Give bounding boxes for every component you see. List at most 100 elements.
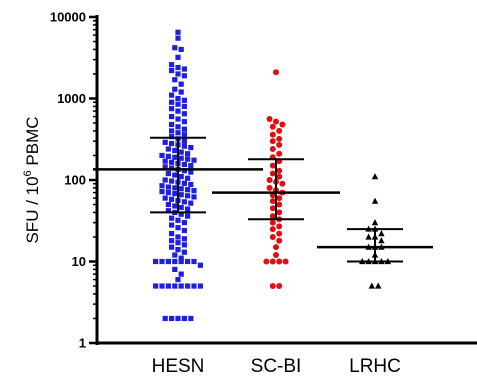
x-category-label: SC-BI (251, 356, 302, 377)
data-point (188, 169, 194, 175)
data-point (169, 315, 175, 322)
data-point (269, 283, 276, 290)
data-point (269, 131, 276, 138)
data-point (169, 67, 175, 74)
data-point (165, 208, 171, 214)
data-point (269, 146, 276, 153)
data-point (172, 283, 178, 289)
data-point (276, 173, 283, 180)
data-point (172, 258, 178, 265)
data-point (175, 276, 181, 283)
data-point (269, 219, 276, 226)
data-point (175, 101, 181, 107)
data-point (371, 219, 379, 226)
data-point (276, 141, 283, 148)
data-point (191, 258, 197, 265)
data-point (282, 258, 289, 265)
data-point (172, 191, 178, 197)
data-point (169, 106, 175, 112)
data-point (269, 138, 276, 145)
data-point (162, 195, 168, 201)
data-point (175, 234, 181, 240)
data-point (165, 258, 171, 265)
data-point (175, 225, 181, 231)
data-point (159, 283, 165, 289)
data-point (175, 64, 181, 71)
data-point (185, 283, 191, 289)
data-point (178, 271, 184, 277)
data-point (175, 246, 181, 253)
data-point (169, 230, 175, 237)
data-point (172, 172, 178, 178)
data-point (162, 139, 168, 145)
data-point (368, 282, 375, 289)
y-tick-label: 1 (79, 336, 86, 351)
data-point (172, 77, 178, 83)
y-axis-label: SFU / 106 PBMC (22, 116, 42, 243)
data-point (371, 173, 379, 180)
data-point (185, 151, 191, 157)
data-point (178, 192, 184, 198)
data-point (276, 283, 283, 290)
data-point (273, 252, 279, 259)
data-point (185, 206, 191, 212)
data-point (365, 233, 372, 240)
data-point (178, 283, 184, 289)
data-point (263, 258, 270, 265)
data-point (178, 81, 184, 87)
data-point (181, 138, 187, 144)
data-point (178, 149, 184, 155)
data-point (165, 190, 171, 196)
data-point (162, 158, 168, 164)
data-point (175, 240, 181, 246)
data-point (181, 236, 187, 242)
data-point (276, 209, 283, 216)
data-point (169, 99, 175, 105)
data-point (178, 186, 184, 192)
x-tick-labels: HESN SC-BI LRHC (152, 356, 401, 377)
data-point (276, 237, 283, 244)
axes (95, 15, 477, 345)
data-point (181, 103, 187, 109)
data-point (169, 128, 175, 134)
data-point (172, 86, 178, 92)
x-category-label: LRHC (349, 356, 401, 377)
data-point (175, 29, 181, 35)
data-point (159, 152, 165, 159)
data-point (169, 92, 175, 98)
data-point (172, 147, 178, 154)
data-point (185, 156, 191, 162)
data-point (185, 193, 191, 199)
data-points (153, 29, 391, 322)
data-point (175, 217, 181, 223)
data-point (178, 155, 184, 161)
data-point (266, 177, 273, 183)
data-point (162, 315, 168, 322)
data-point (169, 222, 175, 228)
data-point (197, 283, 203, 289)
data-point (178, 204, 184, 211)
data-point (276, 201, 283, 208)
data-point (169, 134, 175, 140)
data-point (178, 89, 184, 95)
data-point (378, 237, 385, 244)
data-point (175, 116, 181, 122)
x-category-label: HESN (152, 356, 205, 377)
data-point (172, 203, 178, 209)
data-point (178, 211, 184, 217)
data-point (197, 262, 203, 268)
data-point (175, 71, 181, 77)
data-point (269, 162, 276, 169)
data-point (276, 223, 283, 230)
data-point (169, 159, 175, 165)
data-point (165, 153, 171, 159)
data-point (172, 185, 178, 191)
data-point (181, 126, 187, 132)
data-point (188, 315, 194, 322)
data-point (181, 111, 187, 117)
data-point (175, 315, 181, 322)
data-point (185, 258, 191, 265)
data-point (169, 238, 175, 244)
data-point (276, 195, 283, 202)
data-point (276, 127, 283, 134)
